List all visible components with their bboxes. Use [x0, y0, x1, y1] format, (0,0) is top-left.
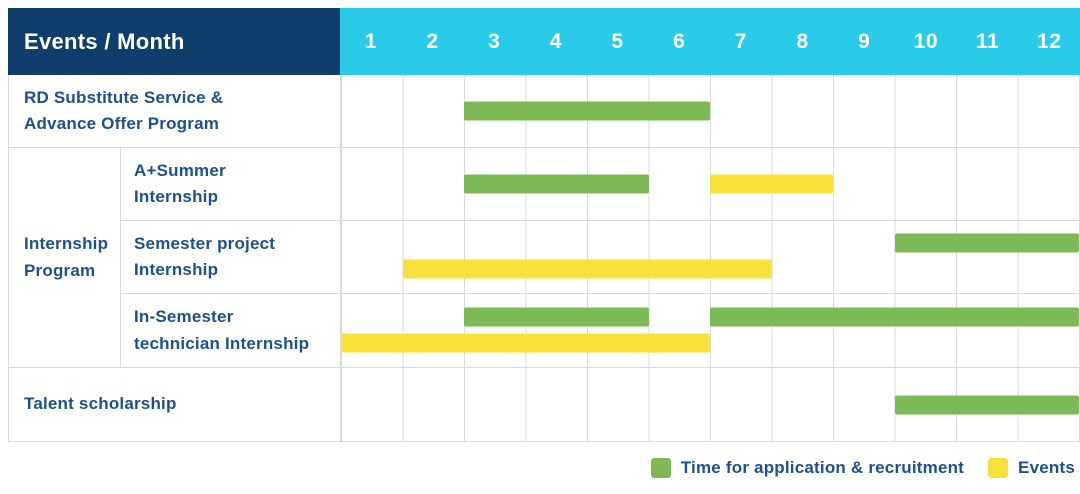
group-label-line: Internship: [24, 234, 109, 254]
row-semester-project-internship: Semester project Internship: [121, 221, 1079, 294]
semester-project-internship-green-bar: [894, 233, 1079, 253]
row-label-a-plus-summer-internship: A+Summer Internship: [121, 148, 341, 220]
month-label: 12: [1037, 29, 1062, 53]
row-label-rd-substitute-service: RD Substitute Service & Advance Offer Pr…: [9, 75, 341, 147]
month-label: 6: [673, 29, 686, 53]
gantt-chart-page: Events / Month 1 2 3 4 5 6 7 8 9 10 11 12 RD Substi…: [8, 8, 1080, 478]
row-label-line: Internship: [134, 260, 219, 279]
events-schedule-table: Events / Month 1 2 3 4 5 6 7 8 9 10 11 12 RD Substi…: [8, 8, 1080, 442]
in-semester-technician-internship-green-bar: [464, 307, 649, 327]
row-label-line: RD Substitute Service &: [24, 87, 224, 107]
legend: Time for application & recruitment Event…: [8, 458, 1080, 478]
row-chart-area-a-plus-summer-internship: [341, 148, 1079, 220]
table-header: Events / Month 1 2 3 4 5 6 7 8 9 10 11 12: [8, 8, 1080, 75]
row-label-line: Internship: [134, 187, 219, 206]
row-chart-area-in-semester-technician-internship: [341, 294, 1079, 367]
row-chart-area-rd-substitute-service: [341, 75, 1079, 147]
month-label: 3: [488, 29, 501, 53]
group-label-internship-program: Internship Program: [9, 148, 121, 367]
row-label-talent-scholarship: Talent scholarship: [9, 368, 341, 441]
row-rd-substitute-service: RD Substitute Service & Advance Offer Pr…: [9, 75, 1079, 148]
talent-scholarship-green-bar: [894, 395, 1079, 414]
month-label: 4: [549, 29, 562, 53]
row-label-semester-project-internship: Semester project Internship: [121, 221, 341, 293]
legend-label: Events: [1018, 458, 1075, 477]
internship-program-rows: A+Summer Internship Semester project Int…: [121, 148, 1079, 367]
semester-project-internship-yellow-bar: [402, 259, 772, 279]
row-label-line: Talent scholarship: [24, 394, 177, 414]
green-legend-swatch-icon: [650, 458, 671, 478]
month-label: 7: [734, 29, 747, 53]
row-chart-area-talent-scholarship: [341, 368, 1079, 441]
rd-substitute-service-green-bar: [464, 101, 710, 121]
group-label-line: Program: [24, 260, 96, 280]
month-label: 9: [858, 29, 871, 53]
row-talent-scholarship: Talent scholarship: [9, 368, 1079, 441]
a-plus-summer-internship-green-bar: [464, 174, 649, 194]
month-label: 10: [913, 29, 939, 53]
a-plus-summer-internship-yellow-bar: [710, 174, 833, 194]
in-semester-technician-internship-green-bar: [710, 307, 1079, 327]
legend-item-events: Events: [988, 458, 1075, 478]
row-a-plus-summer-internship: A+Summer Internship: [121, 148, 1079, 221]
month-label: 1: [364, 29, 377, 53]
month-label: 5: [611, 29, 624, 53]
row-label-line: A+Summer: [134, 160, 226, 180]
row-label-line: Semester project: [134, 233, 276, 253]
in-semester-technician-internship-yellow-bar: [341, 333, 710, 353]
row-chart-area-semester-project-internship: [341, 221, 1079, 293]
legend-item-application-recruitment: Time for application & recruitment: [650, 458, 965, 478]
legend-label: Time for application & recruitment: [680, 458, 965, 477]
internship-program-group: Internship Program A+Summer Internship S…: [9, 148, 1079, 368]
row-label-line: Advance Offer Program: [24, 114, 220, 133]
row-label-in-semester-technician-internship: In-Semester technician Internship: [121, 294, 341, 367]
month-label: 2: [426, 29, 439, 53]
month-label: 8: [796, 29, 809, 53]
month-label: 11: [975, 29, 1000, 53]
row-label-line: technician Internship: [134, 333, 310, 353]
row-label-line: In-Semester: [134, 307, 234, 327]
month-header: 1 2 3 4 5 6 7 8 9 10 11 12: [340, 8, 1080, 75]
row-in-semester-technician-internship: In-Semester technician Internship: [121, 294, 1079, 367]
header-events-month-title: Events / Month: [8, 8, 340, 75]
yellow-legend-swatch-icon: [988, 458, 1009, 478]
